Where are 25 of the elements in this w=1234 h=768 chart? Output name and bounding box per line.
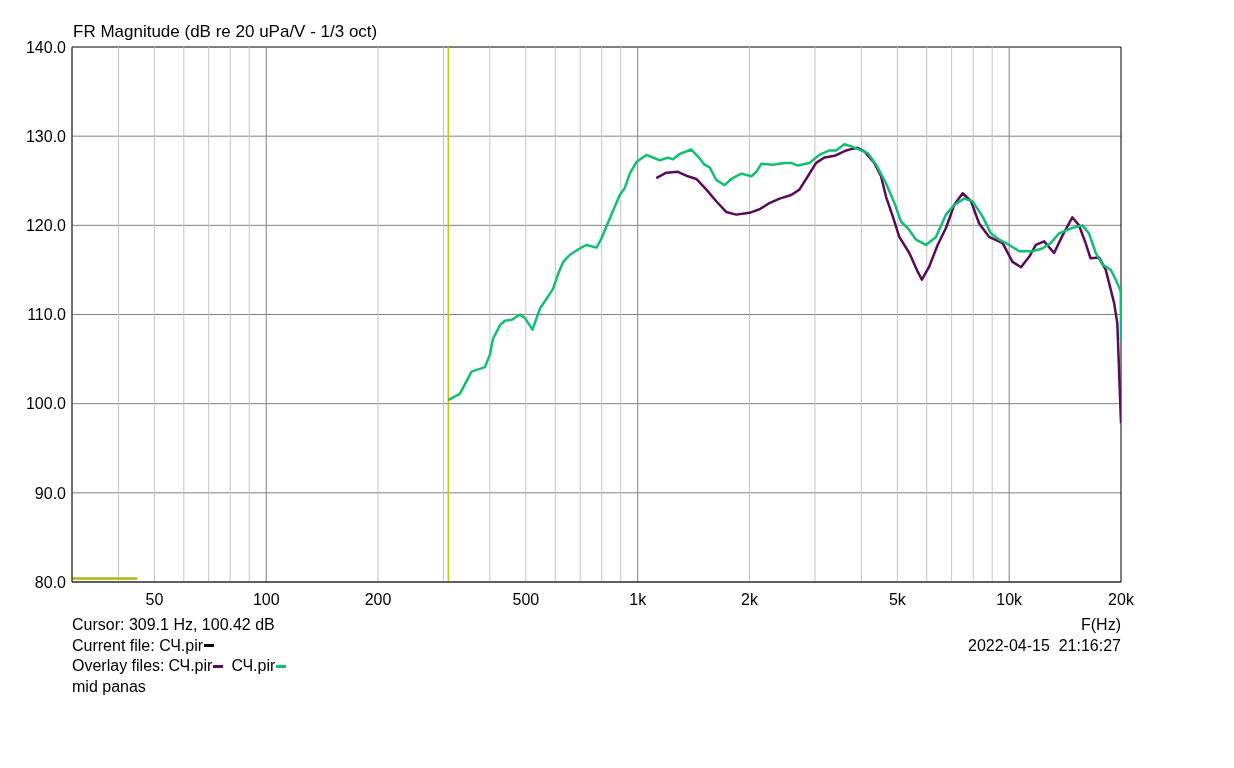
y-tick-label: 140.0 [25,38,67,56]
y-tick-label: 100.0 [25,395,67,413]
x-tick-label: 1k [629,591,648,609]
legend-title: Overlay files: [72,657,165,674]
text: 2022-04-15 21:16:27 [967,636,1121,654]
x-tick-label: 50 [145,591,164,609]
legend-label: СЧ.pir [168,656,213,676]
text: mid panas [72,677,146,695]
y-tick-label: 120.0 [25,217,67,235]
text: Current file: СЧ.pir [72,635,204,656]
chart-title: FR Magnitude (dB re 20 uPa/V - 1/3 oct) [73,22,378,41]
x-tick-label: 10k [996,591,1024,609]
y-tick-label: 110.0 [27,306,67,324]
text: Cursor: 309.1 Hz, 100.42 dB [72,616,275,633]
y-tick-label: 90.0 [34,484,67,502]
y-tick-label: 130.0 [25,127,67,145]
x-tick-label: 500 [512,591,540,609]
x-tick-label: 2k [741,591,759,609]
x-tick-label: 100 [252,591,280,609]
y-tick-label: 80.0 [34,573,67,591]
legend-label: СЧ.pir [231,656,276,676]
x-tick-label: 20k [1108,591,1135,609]
x-tick-label: 5k [888,591,907,609]
x-tick-label: 200 [364,591,392,609]
x-axis-title: F(Hz) [1081,616,1121,633]
